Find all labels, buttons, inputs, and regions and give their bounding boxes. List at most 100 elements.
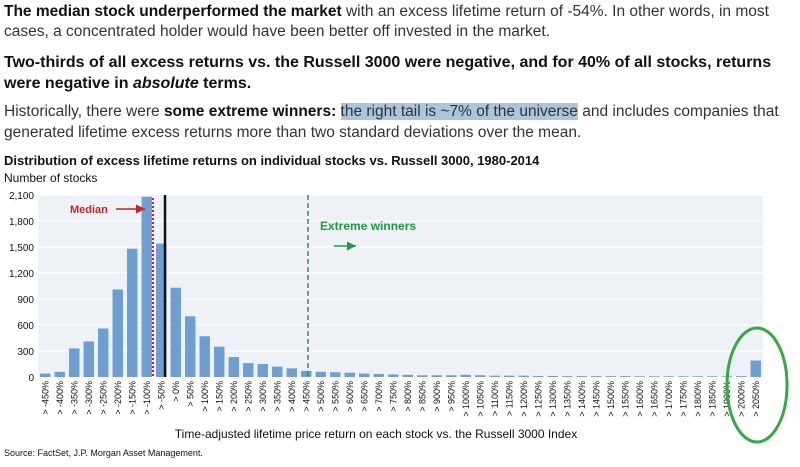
x-tick-label: > 600% xyxy=(345,381,355,412)
x-tick-label: > -300% xyxy=(84,381,94,415)
bar xyxy=(402,374,413,377)
bar xyxy=(750,360,761,377)
extreme-winners-label: Extreme winners xyxy=(320,219,416,233)
intro-bold: The median stock underperformed the mark… xyxy=(4,3,342,20)
bar xyxy=(199,336,210,377)
absolute-word: absolute xyxy=(132,75,199,92)
bar xyxy=(460,374,471,377)
y-tick-label: 900 xyxy=(17,295,34,306)
bar xyxy=(417,375,428,377)
x-tick-label: > 200% xyxy=(229,381,239,412)
bar xyxy=(330,372,341,377)
bar xyxy=(576,376,587,377)
x-tick-label: > -200% xyxy=(113,381,123,415)
x-tick-label: > 1650% xyxy=(649,381,659,417)
x-tick-label: > -100% xyxy=(142,381,152,415)
two-thirds-paragraph: Two-thirds of all excess returns vs. the… xyxy=(4,52,796,94)
x-tick-label: > 1850% xyxy=(707,381,717,417)
bar xyxy=(315,371,326,377)
bar xyxy=(98,328,109,377)
x-tick-label: > 350% xyxy=(272,381,282,412)
bar xyxy=(504,375,515,377)
x-tick-label: > 650% xyxy=(359,381,369,412)
bar xyxy=(69,348,80,377)
bar xyxy=(605,376,616,377)
x-tick-label: > 150% xyxy=(214,381,224,412)
x-tick-label: > 2050% xyxy=(751,381,761,417)
x-tick-label: > 50% xyxy=(185,381,195,407)
bar xyxy=(634,376,645,377)
bar xyxy=(214,346,225,377)
x-tick-label: > 1150% xyxy=(504,381,514,416)
bar xyxy=(649,376,660,377)
x-tick-labels: > -450% > -400% > -350% > -300% > -250% > -20… xyxy=(40,381,761,417)
bar xyxy=(591,376,602,377)
x-tick-label: > -250% xyxy=(98,381,108,415)
x-tick-label: > 950% xyxy=(446,381,456,412)
bar xyxy=(228,357,239,377)
extreme-space xyxy=(336,103,340,120)
x-tick-label: > 1750% xyxy=(678,381,688,417)
bar xyxy=(562,376,573,377)
bar xyxy=(301,370,312,377)
right-tail-circle xyxy=(725,326,789,444)
bars xyxy=(40,196,761,377)
x-tick-label: > 2000% xyxy=(736,381,746,417)
bar xyxy=(54,371,65,377)
intro-paragraph: The median stock underperformed the mark… xyxy=(4,2,796,42)
x-axis-label: Time-adjusted lifetime price return on e… xyxy=(175,427,577,441)
x-tick-label: > 250% xyxy=(243,381,253,412)
bar xyxy=(692,376,703,377)
x-tick-label: > 0% xyxy=(171,381,181,402)
y-tick-label: 1,500 xyxy=(9,243,34,254)
bar xyxy=(518,375,529,377)
bar xyxy=(489,375,500,377)
y-tick-label: 2,100 xyxy=(9,191,34,202)
bar xyxy=(678,376,689,377)
bar xyxy=(185,316,196,377)
bar xyxy=(707,376,718,377)
intro-text: with an excess lifetime return of -54%. … xyxy=(4,3,769,40)
x-tick-label: > -150% xyxy=(127,381,137,415)
bar xyxy=(257,364,268,377)
bar xyxy=(475,375,486,377)
x-tick-label: > -350% xyxy=(69,381,79,415)
bar xyxy=(344,372,355,377)
x-tick-label: > 800% xyxy=(403,381,413,412)
x-tick-label: > 850% xyxy=(417,381,427,412)
x-tick-label: > 1600% xyxy=(635,381,645,417)
x-tick-label: > 1700% xyxy=(664,381,674,417)
bar xyxy=(620,376,631,377)
bar xyxy=(736,376,747,377)
bar xyxy=(112,289,123,377)
bar xyxy=(156,243,167,377)
x-tick-label: > 400% xyxy=(287,381,297,412)
median-label: Median xyxy=(70,204,108,216)
x-tick-label: > 1250% xyxy=(533,381,543,417)
bar xyxy=(243,363,254,377)
x-tick-label: > 500% xyxy=(316,381,326,412)
x-tick-label: > 1500% xyxy=(606,381,616,417)
bar xyxy=(272,366,283,377)
bar xyxy=(170,287,181,377)
x-tick-label: > -50% xyxy=(156,381,166,410)
bar xyxy=(547,375,558,377)
bar xyxy=(533,375,544,377)
x-tick-label: > 1300% xyxy=(548,381,558,417)
bar xyxy=(446,375,457,377)
extreme-rest: and includes companies that generated li… xyxy=(4,103,779,141)
y-tick-label: 600 xyxy=(17,321,34,332)
y-axis-label: Number of stocks xyxy=(4,171,98,185)
bar xyxy=(373,373,384,377)
x-tick-label: > 1050% xyxy=(475,381,485,417)
x-tick-label: > 550% xyxy=(330,381,340,412)
x-tick-label: > 1350% xyxy=(562,381,572,417)
x-tick-label: > 1100% xyxy=(490,381,500,416)
x-tick-label: > -450% xyxy=(40,381,50,415)
x-tick-label: > 450% xyxy=(301,381,311,412)
bar xyxy=(127,248,138,377)
bar xyxy=(141,196,152,377)
right-tail-highlight: the right tail is ~7% of the universe xyxy=(340,103,578,120)
y-tick-label: 1,800 xyxy=(9,217,34,228)
